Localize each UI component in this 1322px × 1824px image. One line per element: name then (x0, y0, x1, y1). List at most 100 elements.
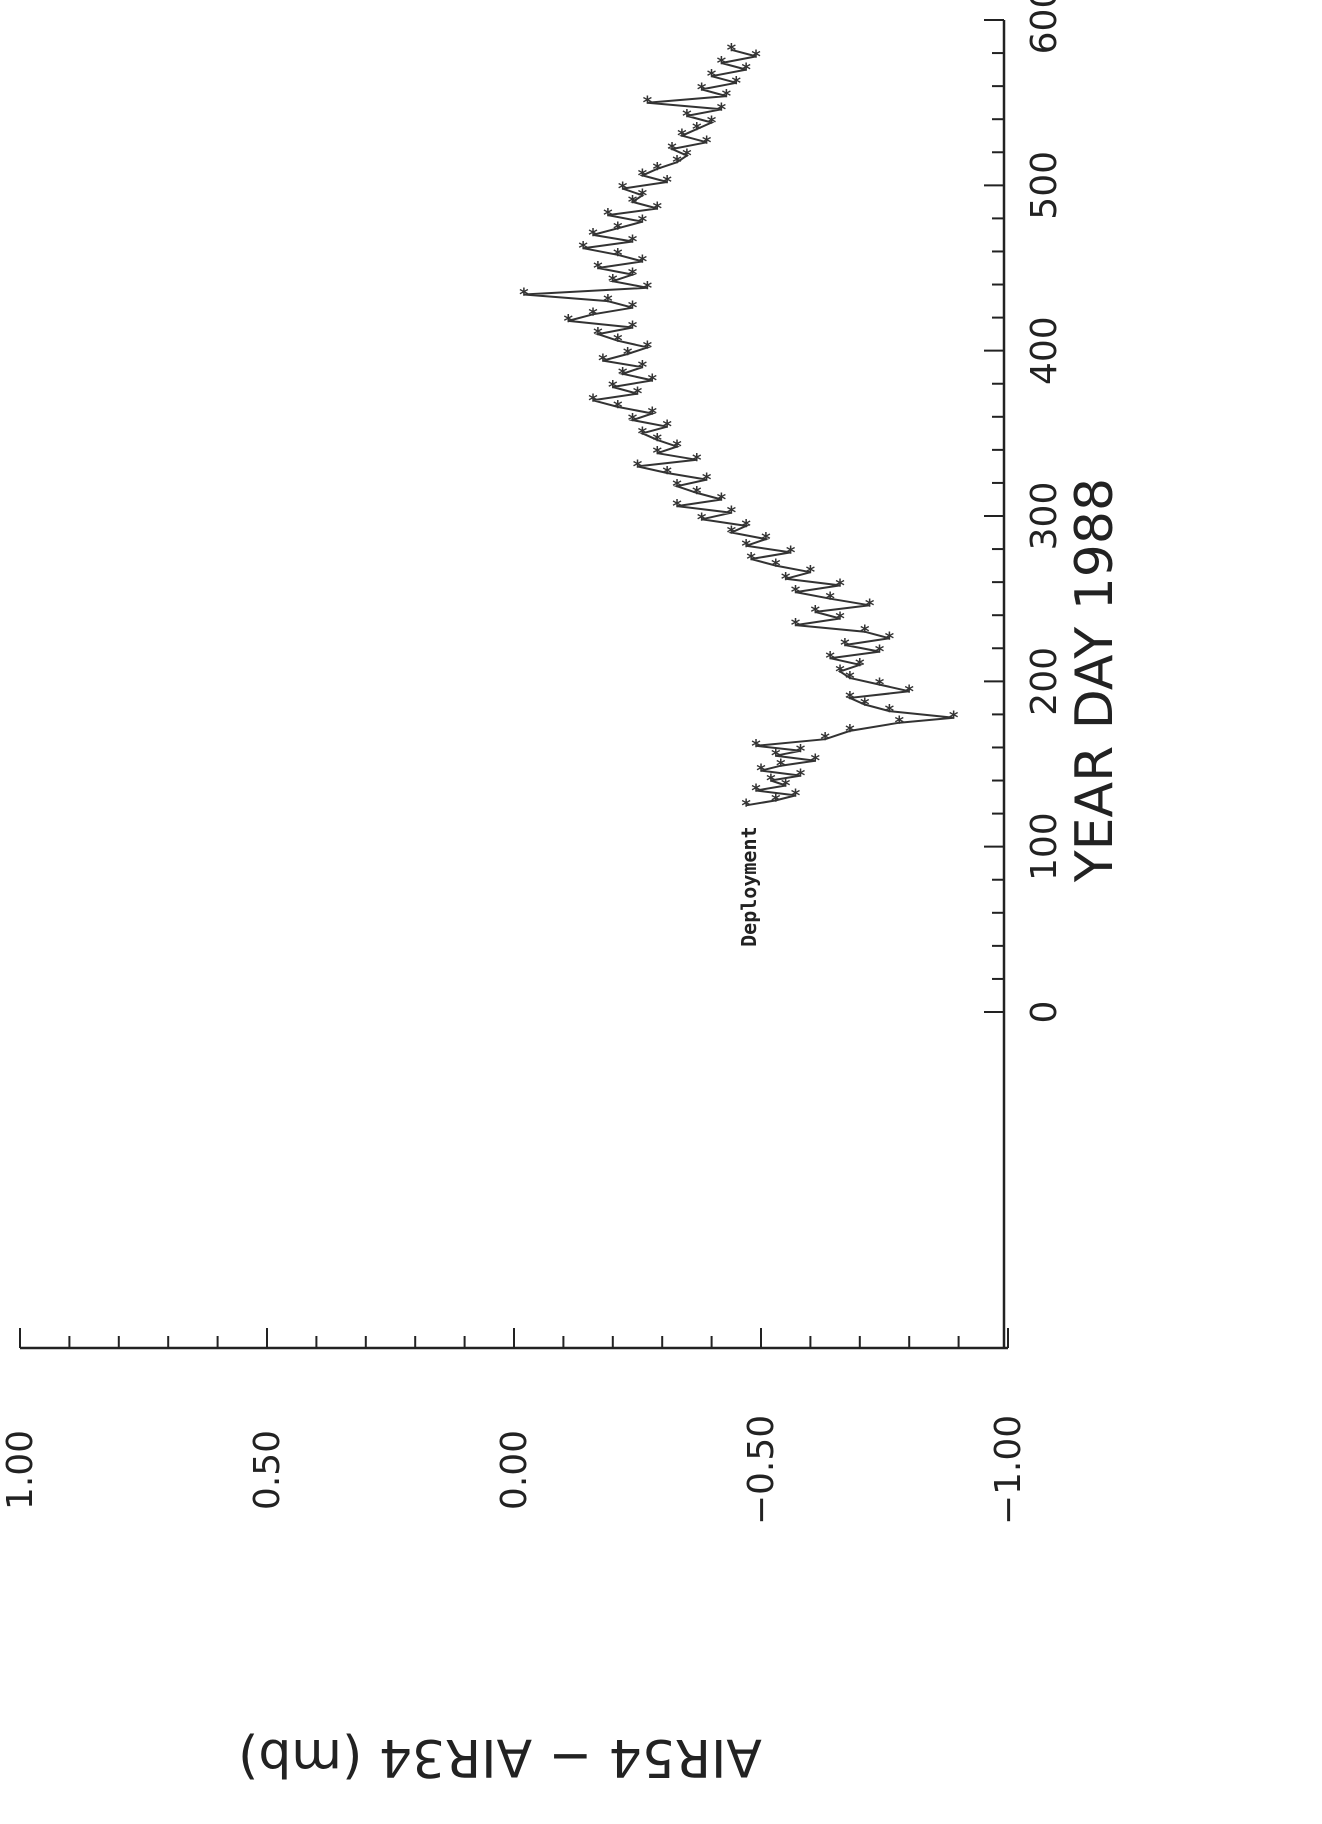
data-point: * (662, 463, 673, 484)
data-series: * * ** ** ** * ** ** * * * **** **** ** ** *** ** *** ** **… (518, 40, 959, 817)
data-point: * (672, 437, 683, 458)
data-point: * (844, 668, 855, 689)
y-tick-label: −0.50 (741, 1415, 782, 1525)
data-point: * (810, 751, 821, 772)
data-point: * (835, 609, 846, 630)
data-point: * (588, 304, 599, 325)
data-point: * (820, 729, 831, 750)
data-point: * (726, 523, 737, 544)
data-point: * (652, 430, 663, 451)
data-point: * (854, 655, 865, 676)
data-point: * (770, 556, 781, 577)
data-point: * (810, 602, 821, 623)
data-point: * (622, 344, 633, 365)
data-point: * (652, 159, 663, 180)
data-point: * (756, 761, 767, 782)
data-point: * (681, 146, 692, 167)
data-point: * (844, 688, 855, 709)
data-point: * (588, 390, 599, 411)
data-point: * (785, 542, 796, 563)
data-point: * (780, 775, 791, 796)
axes (20, 20, 1008, 1350)
data-point: * (894, 713, 905, 734)
data-point: * (632, 384, 643, 405)
data-point: * (563, 311, 574, 332)
data-point: * (677, 126, 688, 147)
data-point: * (647, 403, 658, 424)
data-point: * (597, 351, 608, 372)
y-axis-title: AIR54 − AIR34 (mb) (238, 1727, 762, 1787)
y-tick-label: 0.00 (494, 1430, 535, 1510)
annotations: Deployment (737, 826, 761, 946)
data-point: * (691, 450, 702, 471)
x-tick-label: 300 (1024, 482, 1065, 551)
data-point: * (780, 569, 791, 590)
data-point: * (726, 503, 737, 524)
data-point: * (701, 132, 712, 153)
data-point: * (627, 318, 638, 339)
data-point: * (775, 756, 786, 777)
data-point: * (652, 443, 663, 464)
y-tick-label: −1.00 (988, 1415, 1029, 1525)
data-point: * (840, 635, 851, 656)
data-point: * (627, 410, 638, 431)
data-point: * (790, 785, 801, 806)
data-point: * (751, 736, 762, 757)
data-point: * (627, 232, 638, 253)
data-point: * (691, 119, 702, 140)
data-point: * (518, 284, 529, 305)
data-point: * (637, 423, 648, 444)
data-point: * (637, 251, 648, 272)
data-point: * (825, 589, 836, 610)
data-point: * (637, 185, 648, 206)
data-point: * (691, 483, 702, 504)
data-point: * (874, 675, 885, 696)
data-point: * (647, 370, 658, 391)
data-point: * (859, 622, 870, 643)
data-point: * (637, 165, 648, 186)
x-tick-label: 100 (1024, 812, 1065, 881)
data-point: * (588, 225, 599, 246)
data-point: * (805, 562, 816, 583)
y-tick-label: 0.50 (247, 1430, 288, 1510)
data-point: * (632, 456, 643, 477)
data-point: * (602, 205, 613, 226)
data-point: * (751, 46, 762, 67)
tick-labels: −1.00 −0.50 0.00 0.50 1.00 0 100 200 300 400 500 60… (0, 0, 1065, 1525)
data-point: * (696, 79, 707, 100)
data-point: * (706, 113, 717, 134)
data-point: * (790, 582, 801, 603)
data-point: * (672, 496, 683, 517)
data-point: * (741, 795, 752, 816)
data-point: * (731, 73, 742, 94)
data-point: * (721, 86, 732, 107)
ticks (19, 19, 1009, 1348)
data-point: * (642, 93, 653, 114)
data-point: * (672, 152, 683, 173)
data-point: * (617, 364, 628, 385)
data-point: * (844, 721, 855, 742)
data-point: * (904, 681, 915, 702)
data-point: * (627, 192, 638, 213)
data-point: * (795, 741, 806, 762)
data-point: * (627, 298, 638, 319)
data-point: * (741, 60, 752, 81)
data-point: * (642, 337, 653, 358)
data-point: * (602, 291, 613, 312)
data-point: * (701, 470, 712, 491)
data-point: * (751, 780, 762, 801)
data-point: * (884, 701, 895, 722)
x-tick-label: 0 (1024, 1001, 1065, 1024)
x-tick-label: 600 (1024, 0, 1065, 54)
data-point: * (593, 258, 604, 279)
data-point: * (637, 357, 648, 378)
data-point: * (835, 661, 846, 682)
data-point: * (672, 476, 683, 497)
x-tick-label: 500 (1024, 151, 1065, 220)
data-point: * (637, 212, 648, 233)
data-point: * (884, 628, 895, 649)
data-point: * (765, 771, 776, 792)
data-point: * (864, 595, 875, 616)
data-point: * (790, 615, 801, 636)
data-point: * (612, 245, 623, 266)
